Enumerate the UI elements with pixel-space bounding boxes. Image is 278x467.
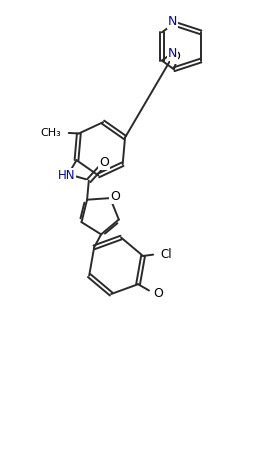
Text: O: O — [154, 287, 163, 300]
Text: O: O — [110, 190, 120, 203]
Text: N: N — [168, 47, 177, 60]
Text: HN: HN — [58, 169, 76, 182]
Text: O: O — [99, 156, 109, 169]
Text: Cl: Cl — [160, 248, 172, 261]
Text: N: N — [168, 15, 177, 28]
Text: O: O — [170, 50, 180, 63]
Text: CH₃: CH₃ — [40, 128, 61, 138]
